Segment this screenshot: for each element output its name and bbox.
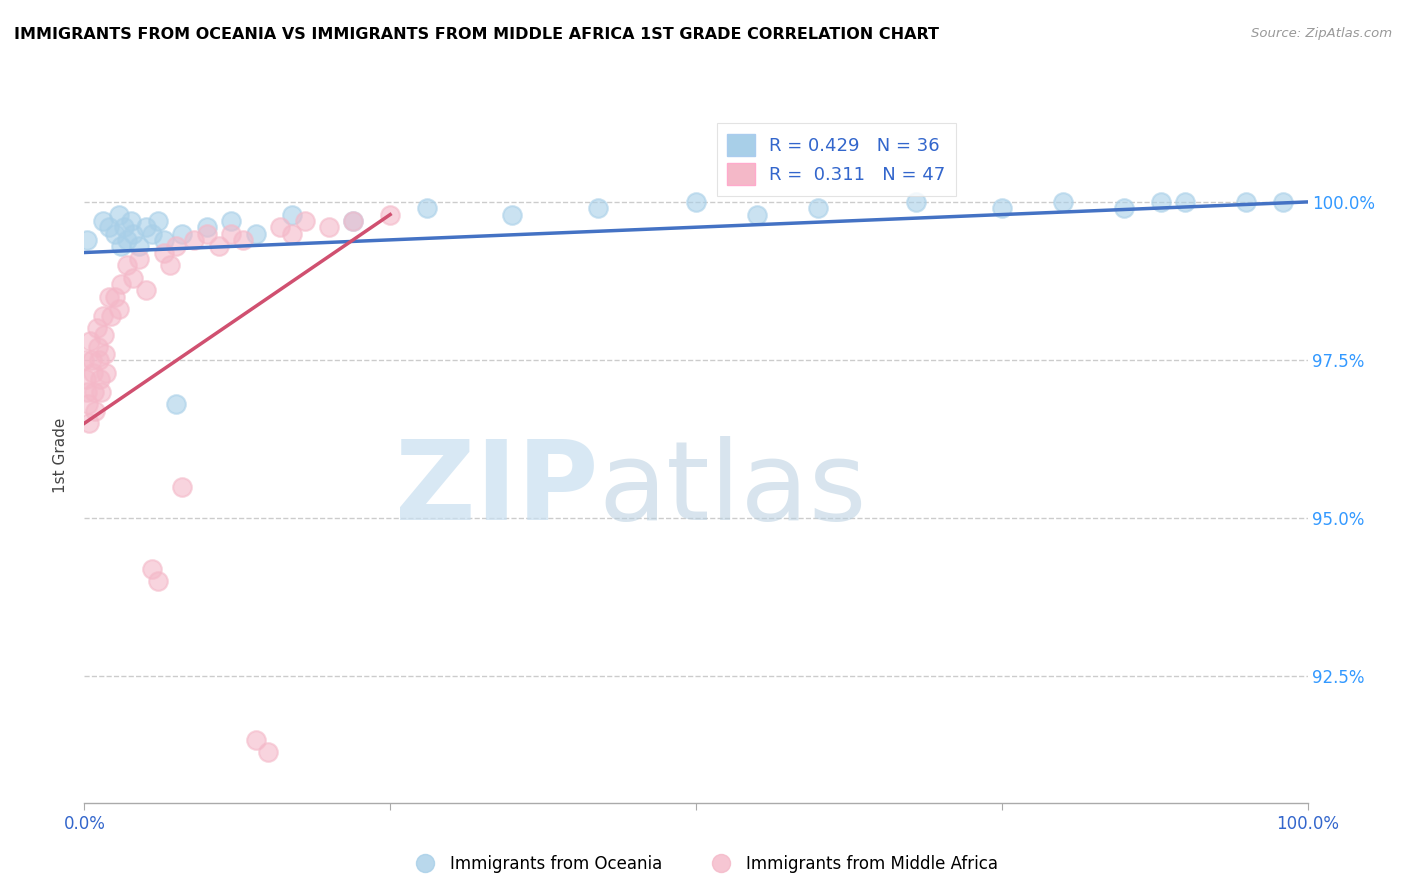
Point: [245, 732, 267, 747]
Point: [195, 227, 218, 241]
Point: [195, 220, 218, 235]
Point: [128, 239, 150, 253]
Point: [146, 574, 169, 589]
Text: ZIP: ZIP: [395, 436, 598, 543]
Text: atlas: atlas: [598, 436, 866, 543]
Point: [110, 277, 132, 292]
Point: [115, 258, 138, 272]
Point: [146, 214, 169, 228]
Point: [269, 220, 291, 235]
Point: [83, 384, 105, 399]
Point: [232, 233, 254, 247]
Point: [94, 347, 117, 361]
Point: [281, 208, 304, 222]
Point: [172, 479, 194, 493]
Point: [93, 327, 115, 342]
Point: [257, 745, 280, 759]
Point: [342, 214, 364, 228]
Point: [112, 220, 135, 235]
Point: [135, 284, 157, 298]
Point: [90, 384, 112, 399]
Point: [1174, 194, 1197, 209]
Point: [219, 214, 242, 228]
Point: [73, 353, 96, 368]
Point: [1114, 201, 1136, 215]
Point: [685, 194, 707, 209]
Point: [342, 214, 364, 228]
Point: [104, 227, 127, 241]
Text: Source: ZipAtlas.com: Source: ZipAtlas.com: [1251, 27, 1392, 40]
Point: [91, 214, 114, 228]
Point: [135, 220, 157, 235]
Point: [807, 201, 830, 215]
Point: [76, 384, 98, 399]
Point: [86, 321, 108, 335]
Point: [97, 220, 120, 235]
Point: [97, 290, 120, 304]
Point: [159, 258, 181, 272]
Point: [107, 208, 129, 222]
Point: [586, 201, 609, 215]
Point: [245, 227, 267, 241]
Point: [991, 201, 1014, 215]
Point: [120, 214, 142, 228]
Point: [84, 403, 107, 417]
Point: [165, 397, 187, 411]
Point: [122, 270, 145, 285]
Point: [153, 233, 176, 247]
Point: [502, 208, 524, 222]
Point: [77, 417, 100, 431]
Point: [1272, 194, 1295, 209]
Legend: Immigrants from Oceania, Immigrants from Middle Africa: Immigrants from Oceania, Immigrants from…: [402, 848, 1004, 880]
Point: [1236, 194, 1258, 209]
Point: [208, 239, 231, 253]
Legend: R = 0.429   N = 36, R =  0.311   N = 47: R = 0.429 N = 36, R = 0.311 N = 47: [717, 123, 956, 196]
Point: [110, 239, 132, 253]
Point: [416, 201, 439, 215]
Point: [76, 233, 98, 247]
Point: [79, 334, 101, 348]
Point: [1052, 194, 1074, 209]
Point: [77, 397, 100, 411]
Point: [87, 340, 110, 354]
Point: [219, 227, 242, 241]
Point: [294, 214, 316, 228]
Point: [1150, 194, 1173, 209]
Point: [141, 562, 163, 576]
Point: [89, 372, 111, 386]
Point: [115, 233, 138, 247]
Point: [96, 366, 118, 380]
Point: [747, 208, 769, 222]
Y-axis label: 1st Grade: 1st Grade: [53, 417, 69, 492]
Point: [172, 227, 194, 241]
Point: [153, 245, 176, 260]
Point: [128, 252, 150, 266]
Point: [107, 302, 129, 317]
Point: [75, 372, 97, 386]
Point: [165, 239, 187, 253]
Point: [318, 220, 340, 235]
Text: IMMIGRANTS FROM OCEANIA VS IMMIGRANTS FROM MIDDLE AFRICA 1ST GRADE CORRELATION C: IMMIGRANTS FROM OCEANIA VS IMMIGRANTS FR…: [14, 27, 939, 42]
Point: [82, 366, 104, 380]
Point: [380, 208, 402, 222]
Point: [281, 227, 304, 241]
Point: [80, 353, 103, 368]
Point: [87, 353, 110, 368]
Point: [91, 309, 114, 323]
Point: [905, 194, 928, 209]
Point: [104, 290, 127, 304]
Point: [100, 309, 122, 323]
Point: [141, 227, 163, 241]
Point: [183, 233, 205, 247]
Point: [122, 227, 145, 241]
